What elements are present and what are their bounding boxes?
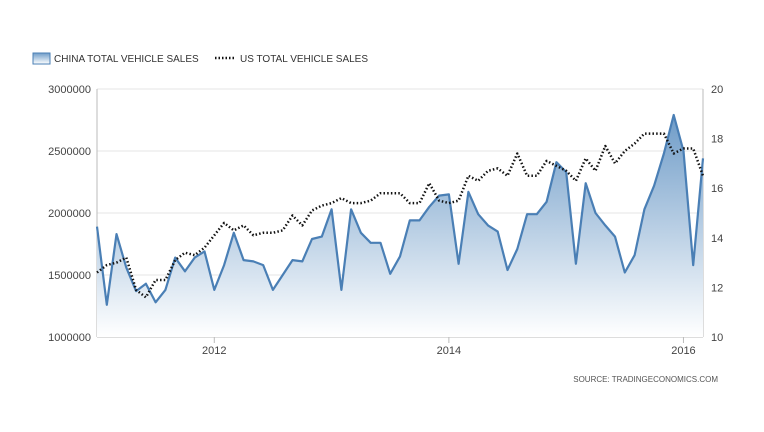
right-axis: 20 18 16 14 12 10 (702, 84, 723, 344)
right-tick-label: 14 (711, 233, 723, 245)
china-area-fill (97, 115, 703, 337)
china-line (95, 113, 705, 306)
x-tick-label: 2014 (437, 345, 461, 357)
left-tick-label: 1000000 (48, 332, 91, 344)
legend-label-us: US TOTAL VEHICLE SALES (240, 54, 368, 65)
x-tick-label: 2016 (671, 345, 695, 357)
right-tick-label: 18 (711, 134, 723, 146)
right-tick-label: 20 (711, 84, 723, 96)
china-series (95, 113, 705, 337)
left-tick-label: 2500000 (48, 146, 91, 158)
legend-swatch-china (32, 52, 51, 65)
left-tick-label: 2000000 (48, 208, 91, 220)
source-label: SOURCE: TRADINGECONOMICS.COM (573, 375, 718, 384)
left-tick-label: 3000000 (48, 84, 91, 96)
legend-label-china: CHINA TOTAL VEHICLE SALES (54, 54, 199, 65)
left-axis: 3000000 2500000 2000000 1500000 1000000 (48, 84, 98, 344)
right-tick-label: 10 (711, 332, 723, 344)
legend: CHINA TOTAL VEHICLE SALES US TOTAL VEHIC… (32, 52, 368, 65)
right-tick-label: 16 (711, 183, 723, 195)
left-tick-label: 1500000 (48, 270, 91, 282)
x-tick-label: 2012 (202, 345, 226, 357)
x-axis: 2012 2014 2016 (97, 336, 703, 357)
right-tick-label: 12 (711, 282, 723, 294)
